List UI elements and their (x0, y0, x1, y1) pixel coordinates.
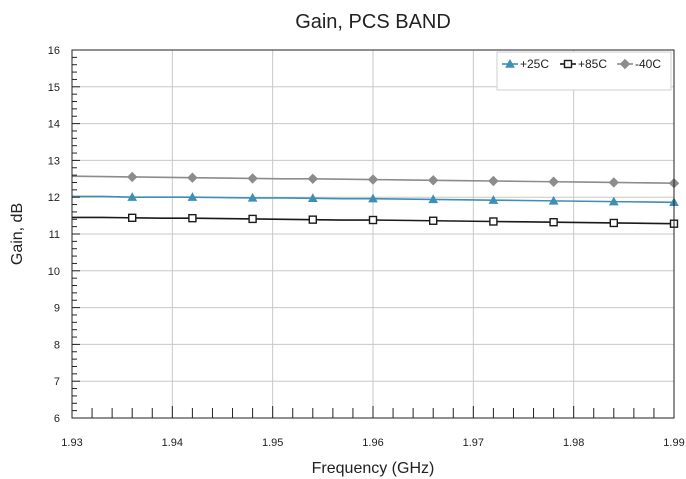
x-tick-label: 1.99 (663, 437, 684, 449)
y-tick-labels: 6 7 8 9 10 11 12 13 14 15 16 (48, 45, 60, 425)
legend-label: +25C (520, 57, 549, 71)
data-point-marker (248, 214, 257, 224)
series-layer (71, 171, 680, 228)
x-tick-label: 1.93 (61, 437, 82, 449)
axes (71, 49, 675, 419)
y-tick-label: 6 (54, 413, 60, 425)
legend-label: -40C (635, 57, 661, 71)
y-axis-label: Gain, dB (9, 203, 26, 265)
x-tick-label: 1.94 (162, 437, 183, 449)
y-tick-label: 9 (54, 303, 60, 315)
data-point-marker (247, 173, 258, 184)
x-tick-label: 1.95 (262, 437, 283, 449)
data-point-marker (489, 217, 498, 226)
y-tick-label: 7 (54, 376, 60, 388)
data-point-marker (609, 218, 618, 228)
data-point-marker (307, 193, 318, 203)
y-tick-label: 12 (48, 192, 60, 204)
data-point-marker (307, 173, 319, 185)
data-point-marker (608, 196, 619, 206)
y-tick-label: 16 (48, 45, 60, 57)
legend-marker (505, 58, 515, 68)
grid-lines (72, 50, 674, 418)
x-axis-label: Frequency (GHz) (312, 460, 435, 477)
data-point-marker (368, 215, 378, 225)
data-point-marker (427, 175, 439, 186)
x-tick-label: 1.96 (362, 437, 383, 449)
data-point-marker (127, 213, 137, 223)
data-point-marker (187, 172, 198, 183)
chart-title: Gain, PCS BAND (295, 11, 451, 33)
data-point-marker (368, 193, 378, 203)
y-tick-label: 14 (48, 119, 60, 131)
data-point-marker (247, 192, 258, 202)
data-point-marker (428, 194, 439, 204)
y-tick-label: 10 (48, 266, 60, 278)
data-point-marker (308, 215, 317, 224)
data-point-marker (488, 175, 499, 187)
data-point-marker (549, 218, 558, 227)
y-tick-label: 8 (54, 339, 60, 351)
x-tick-label: 1.97 (463, 437, 484, 449)
data-point-marker (187, 192, 198, 201)
x-tick-labels: 1.93 1.94 1.95 1.96 1.97 1.98 1.99 (61, 437, 684, 449)
data-point-marker (126, 171, 138, 183)
legend: +25C +85C -40C (496, 51, 672, 91)
legend-label: +85C (578, 57, 607, 71)
y-tick-label: 11 (49, 229, 60, 241)
data-point-marker (127, 192, 138, 201)
data-point-marker (367, 174, 379, 185)
x-tick-label: 1.98 (563, 437, 584, 449)
data-point-marker (548, 195, 559, 205)
data-point-marker (608, 177, 620, 188)
data-point-marker (429, 216, 438, 225)
data-point-marker (488, 195, 499, 204)
y-tick-label: 15 (48, 82, 60, 94)
legend-box (496, 51, 672, 91)
data-point-marker (188, 213, 197, 223)
legend-marker (619, 58, 631, 70)
data-point-marker (548, 176, 559, 187)
y-tick-label: 13 (48, 155, 60, 167)
legend-marker (563, 59, 573, 69)
